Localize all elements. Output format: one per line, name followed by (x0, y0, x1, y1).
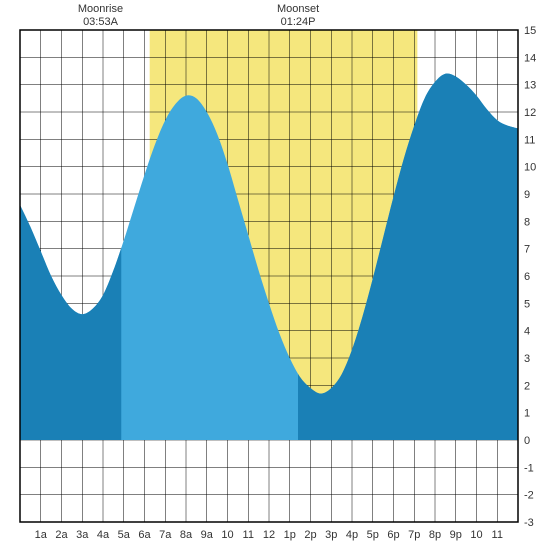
moonset-title: Moonset (277, 3, 319, 15)
y-tick-label: 2 (524, 380, 530, 392)
y-tick-label: 8 (524, 216, 530, 228)
x-tick-label: 8a (180, 529, 193, 541)
moonset-label: Moonset01:24P (277, 3, 319, 28)
y-tick-label: 9 (524, 189, 530, 201)
x-tick-label: 3a (76, 529, 89, 541)
tide-chart: 1a2a3a4a5a6a7a8a9a1011121p2p3p4p5p6p7p8p… (0, 0, 550, 550)
x-tick-label: 3p (325, 529, 337, 541)
x-tick-label: 9a (201, 529, 214, 541)
moonrise-time: 03:53A (83, 16, 119, 28)
y-tick-label: 1 (524, 408, 530, 420)
x-tick-label: 1a (35, 529, 48, 541)
y-tick-label: 4 (524, 326, 530, 338)
x-tick-label: 7a (159, 529, 172, 541)
x-tick-label: 11 (492, 529, 503, 541)
x-tick-label: 4p (346, 529, 358, 541)
chart-svg: 1a2a3a4a5a6a7a8a9a1011121p2p3p4p5p6p7p8p… (0, 0, 550, 550)
y-tick-label: -3 (524, 517, 534, 529)
y-tick-label: -2 (524, 490, 534, 502)
x-tick-label: 6p (387, 529, 399, 541)
x-tick-label: 12 (263, 529, 275, 541)
y-tick-label: 0 (524, 435, 530, 447)
x-tick-label: 10 (470, 529, 482, 541)
x-tick-label: 6a (138, 529, 151, 541)
y-tick-label: 12 (524, 107, 536, 119)
y-tick-label: 10 (524, 162, 536, 174)
moonrise-label: Moonrise03:53A (78, 3, 123, 28)
y-tick-label: 15 (524, 25, 536, 37)
moonset-time: 01:24P (281, 16, 316, 28)
moonrise-title: Moonrise (78, 3, 123, 15)
x-tick-label: 8p (429, 529, 441, 541)
y-tick-label: 13 (524, 80, 536, 92)
y-tick-label: 14 (524, 52, 536, 64)
y-tick-label: 3 (524, 353, 530, 365)
x-tick-label: 11 (243, 529, 254, 541)
x-tick-label: 1p (284, 529, 296, 541)
x-tick-label: 5a (118, 529, 131, 541)
x-tick-label: 4a (97, 529, 110, 541)
y-tick-label: -1 (524, 462, 534, 474)
x-axis-labels: 1a 2a 3a 4a 5a 6a 7a 8a 9a 10 11 12 1p 2p 3p 4p 5p 6p 7p 8p… (35, 529, 503, 541)
y-axis-labels: -3-2-10123456789101112131415 (524, 25, 536, 529)
x-tick-label: 5p (367, 529, 379, 541)
y-tick-label: 7 (524, 244, 530, 256)
x-tick-label: 9p (450, 529, 462, 541)
y-tick-label: 11 (524, 134, 535, 146)
x-tick-label: 7p (408, 529, 420, 541)
y-tick-label: 6 (524, 271, 530, 283)
y-tick-label: 5 (524, 298, 530, 310)
x-tick-label: 2p (304, 529, 316, 541)
x-tick-label: 2a (55, 529, 68, 541)
x-tick-label: 10 (221, 529, 233, 541)
